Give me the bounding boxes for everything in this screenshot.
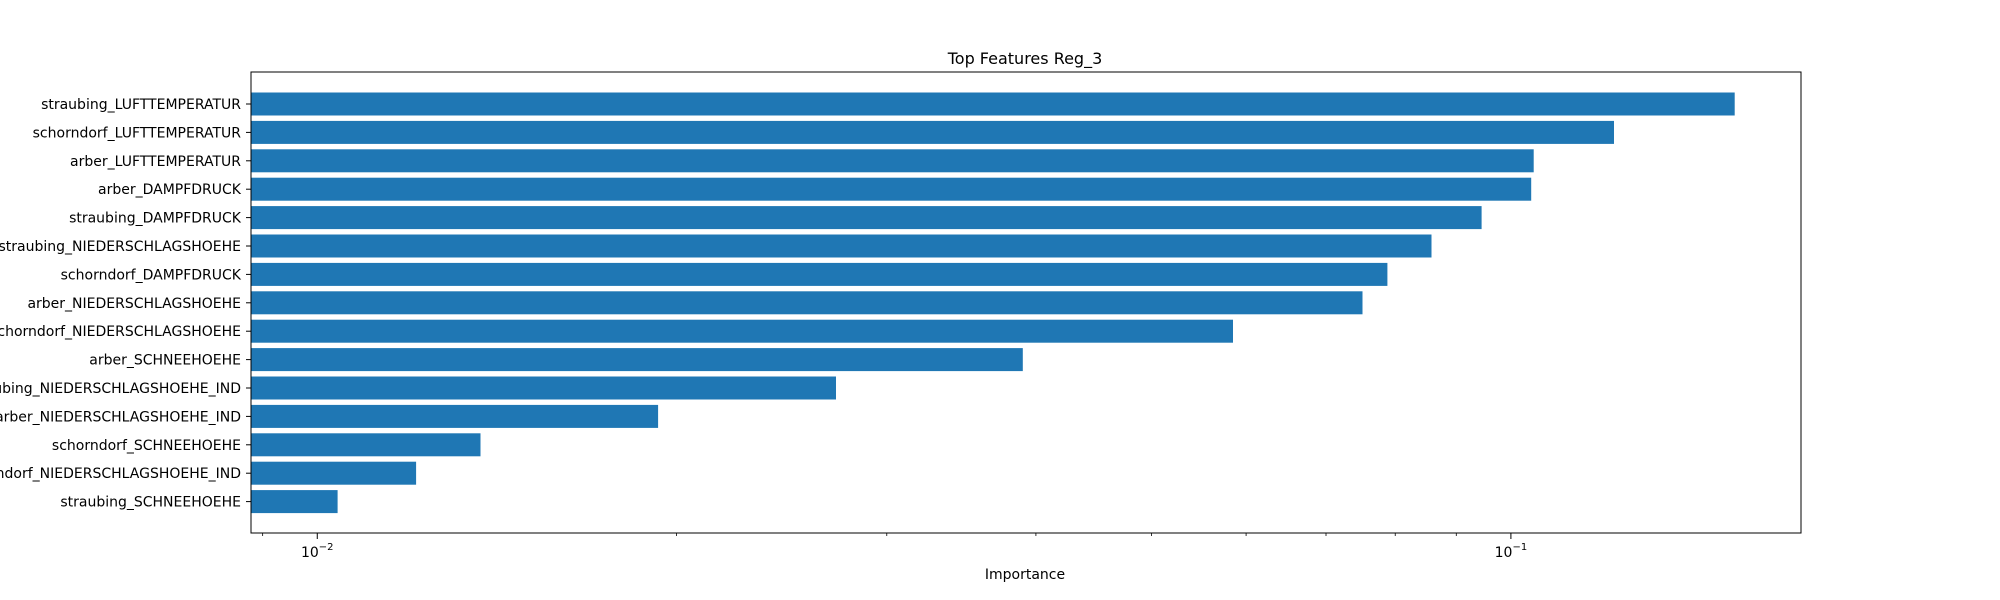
bar-schorndorf_DAMPFDRUCK <box>251 262 1388 286</box>
bar-straubing_LUFTTEMPERATUR <box>251 92 1735 116</box>
y-tick-label: straubing_NIEDERSCHLAGSHOEHE_IND <box>0 381 241 397</box>
x-axis-label: Importance <box>985 567 1065 583</box>
x-ticks: 10−2 10−1 <box>262 533 1528 561</box>
bar-schorndorf_NIEDERSCHLAGSHOEHE_IND <box>251 461 417 485</box>
bar-arber_LUFTTEMPERATUR <box>251 149 1534 173</box>
bar-arber_NIEDERSCHLAGSHOEHE <box>251 291 1363 315</box>
y-tick-label: schorndorf_NIEDERSCHLAGSHOEHE <box>0 324 241 340</box>
bar-schorndorf_SCHNEEHOEHE <box>251 433 481 457</box>
y-tick-label: arber_NIEDERSCHLAGSHOEHE <box>27 296 241 312</box>
y-tick-label: schorndorf_NIEDERSCHLAGSHOEHE_IND <box>0 466 241 482</box>
bar-straubing_SCHNEEHOEHE <box>251 490 338 514</box>
chart-title: Top Features Reg_3 <box>947 49 1103 69</box>
y-tick-label: straubing_LUFTTEMPERATUR <box>41 97 241 113</box>
bar-arber_DAMPFDRUCK <box>251 177 1532 201</box>
y-tick-label: straubing_NIEDERSCHLAGSHOEHE <box>0 239 241 255</box>
x-tick-label: 10−2 <box>301 542 334 561</box>
y-tick-label: arber_LUFTTEMPERATUR <box>70 154 241 170</box>
bar-arber_SCHNEEHOEHE <box>251 348 1023 372</box>
y-tick-label: schorndorf_DAMPFDRUCK <box>61 267 242 283</box>
y-tick-label: straubing_SCHNEEHOEHE <box>60 495 241 511</box>
plot-frame <box>250 71 1802 534</box>
bar-arber_NIEDERSCHLAGSHOEHE_IND <box>251 404 659 428</box>
y-tick-label: arber_NIEDERSCHLAGSHOEHE_IND <box>0 409 241 425</box>
bars-group <box>251 92 1735 514</box>
y-tick-label: schorndorf_SCHNEEHOEHE <box>52 438 241 454</box>
y-tick-label: arber_SCHNEEHOEHE <box>89 353 241 369</box>
bar-schorndorf_NIEDERSCHLAGSHOEHE <box>251 319 1233 343</box>
y-tick-label: schorndorf_LUFTTEMPERATUR <box>33 125 242 141</box>
bar-schorndorf_LUFTTEMPERATUR <box>251 120 1614 144</box>
y-tick-labels: straubing_LUFTTEMPERATUR schorndorf_LUFTT… <box>0 97 251 511</box>
y-tick-label: arber_DAMPFDRUCK <box>98 182 242 198</box>
y-tick-label: straubing_DAMPFDRUCK <box>69 211 242 227</box>
x-tick-label: 10−1 <box>1495 542 1528 561</box>
bar-straubing_NIEDERSCHLAGSHOEHE <box>251 234 1432 258</box>
bar-straubing_DAMPFDRUCK <box>251 206 1482 230</box>
bar-straubing_NIEDERSCHLAGSHOEHE_IND <box>251 376 836 400</box>
